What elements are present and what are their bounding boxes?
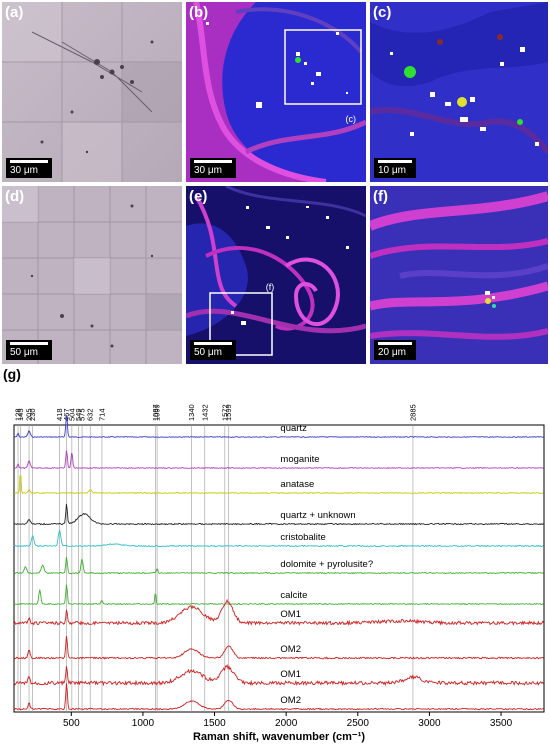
series-label: OM1 (280, 669, 301, 680)
peak-marker-label: 1599 (224, 404, 233, 421)
peak-marker-label: 1087 (151, 404, 160, 421)
panel-e-label: (e) (189, 188, 208, 205)
scalebar-line (10, 160, 48, 163)
series-line (13, 475, 544, 495)
x-tick-label: 3000 (418, 718, 441, 729)
panel-c-image (370, 2, 548, 182)
panel-c-label: (c) (373, 4, 392, 21)
panel-e: (f) (e) 50 μm (186, 186, 366, 364)
peak-marker-label: 128 (14, 408, 23, 421)
panel-a-scale-text: 30 μm (10, 165, 38, 176)
panel-d-scale-text: 50 μm (10, 347, 38, 358)
series-label: OM1 (280, 609, 301, 620)
panel-f-image (370, 186, 548, 364)
peak-marker-label: 1572 (220, 404, 229, 421)
panel-d-label: (d) (5, 188, 25, 205)
panel-f: (f) 20 μm (370, 186, 548, 364)
panel-b: (c) (b) 30 μm (186, 2, 366, 182)
scalebar-line (378, 160, 412, 163)
panel-a-scalebar: 30 μm (6, 158, 52, 178)
peak-marker-label: 632 (86, 408, 95, 421)
panel-a: (a) 30 μm (2, 2, 182, 182)
peak-marker-label: 205 (25, 408, 34, 421)
scalebar-line (194, 160, 232, 163)
panel-e-scale-text: 50 μm (194, 347, 222, 358)
peak-marker-label: 145 (16, 408, 25, 421)
scalebar-line (378, 342, 412, 345)
panel-g-label: (g) (3, 366, 21, 382)
panel-b-label: (b) (189, 4, 209, 21)
series-label: dolomite + pyrolusite? (280, 559, 373, 570)
panel-a-label: (a) (5, 4, 24, 21)
series-line (13, 503, 544, 526)
panel-a-image (2, 2, 182, 182)
peak-marker-label: 1099 (153, 404, 162, 421)
series-label: quartz + unknown (280, 510, 355, 521)
series-label: OM2 (280, 644, 301, 655)
panel-c: (c) 10 μm (370, 2, 548, 182)
series-line (13, 663, 544, 687)
peak-marker-label: 714 (97, 408, 106, 421)
series-label: cristobalite (280, 532, 325, 543)
peak-marker-label: 575 (78, 408, 87, 421)
series-label: moganite (280, 454, 319, 465)
series-line (14, 415, 544, 438)
series-label: anatase (280, 479, 314, 490)
panel-c-scalebar: 10 μm (374, 158, 416, 178)
scalebar-line (194, 342, 232, 345)
x-tick-label: 500 (63, 718, 80, 729)
series-line (13, 598, 544, 627)
panel-f-scale-text: 20 μm (378, 347, 406, 358)
panel-d-scalebar: 50 μm (6, 340, 52, 360)
series-line (13, 683, 544, 711)
series-label: OM2 (280, 695, 301, 706)
plot-frame (13, 424, 545, 713)
panel-e-inset-label: (f) (266, 282, 275, 292)
series-line (13, 450, 544, 469)
peak-marker-label: 504 (67, 408, 76, 421)
panel-c-scale-text: 10 μm (378, 165, 406, 176)
panel-f-label: (f) (373, 188, 388, 205)
panel-e-image: (f) (186, 186, 366, 364)
series-label: quartz (280, 423, 307, 434)
panel-d-image (2, 186, 182, 364)
peak-marker-label: 1340 (187, 404, 196, 421)
panel-e-scalebar: 50 μm (190, 340, 236, 360)
x-tick-label: 3500 (490, 718, 513, 729)
panel-b-inset-label: (c) (346, 114, 357, 124)
x-axis-label: Raman shift, wavenumber (cm⁻¹) (193, 731, 365, 743)
series-label: calcite (280, 590, 307, 601)
x-tick-label: 2000 (275, 718, 298, 729)
series-line (13, 584, 544, 606)
panel-f-scalebar: 20 μm (374, 340, 416, 360)
series-line (13, 635, 544, 660)
panel-d: (d) 50 μm (2, 186, 182, 364)
panel-b-scalebar: 30 μm (190, 158, 236, 178)
peak-marker-label: 549 (74, 408, 83, 421)
x-tick-label: 1500 (203, 718, 226, 729)
series-line (13, 529, 544, 548)
peak-marker-label: 230 (28, 408, 37, 421)
peak-marker-label: 467 (62, 408, 71, 421)
x-tick-label: 2500 (347, 718, 370, 729)
peak-marker-label: 1432 (200, 404, 209, 421)
series-line (13, 556, 544, 575)
scalebar-line (10, 342, 48, 345)
panel-b-image: (c) (186, 2, 366, 182)
x-tick-label: 1000 (132, 718, 155, 729)
peak-marker-label: 2885 (408, 404, 417, 421)
peak-marker-label: 418 (55, 408, 64, 421)
panel-b-scale-text: 30 μm (194, 165, 222, 176)
